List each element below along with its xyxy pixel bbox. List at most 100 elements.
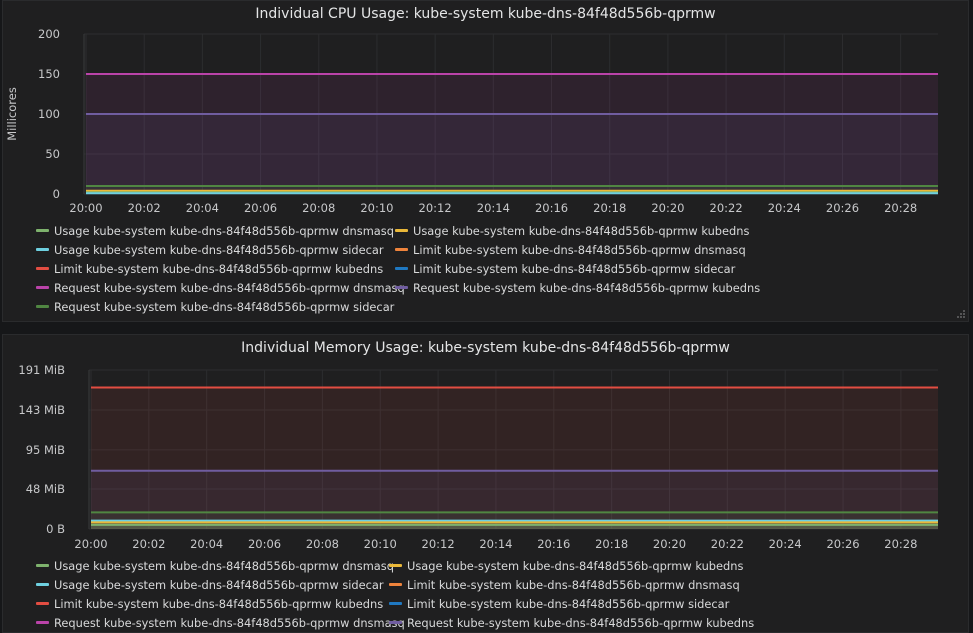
legend-label: Request kube-system kube-dns-84f48d556b-… — [407, 616, 755, 630]
legend-swatch — [36, 564, 49, 567]
x-tick-label: 20:20 — [651, 201, 684, 215]
x-tick-label: 20:06 — [248, 537, 281, 551]
legend-item[interactable]: Limit kube-system kube-dns-84f48d556b-qp… — [395, 241, 746, 260]
x-tick-label: 20:24 — [768, 201, 801, 215]
legend-swatch — [395, 229, 408, 232]
legend-swatch — [389, 621, 402, 624]
legend-label: Limit kube-system kube-dns-84f48d556b-qp… — [407, 597, 730, 611]
x-tick-label: 20:16 — [537, 537, 570, 551]
y-tick-label: 0 — [53, 187, 60, 201]
series-area-7 — [91, 470, 938, 529]
x-tick-label: 20:00 — [74, 537, 107, 551]
legend-item[interactable]: Limit kube-system kube-dns-84f48d556b-qp… — [395, 260, 735, 279]
cpu-panel-title[interactable]: Individual CPU Usage: kube-system kube-d… — [255, 6, 716, 22]
y-tick-label: 143 MiB — [18, 403, 65, 417]
legend-item[interactable]: Usage kube-system kube-dns-84f48d556b-qp… — [36, 241, 384, 260]
legend-item[interactable]: Request kube-system kube-dns-84f48d556b-… — [36, 614, 405, 632]
x-tick-label: 20:04 — [190, 537, 223, 551]
legend-item[interactable]: Limit kube-system kube-dns-84f48d556b-qp… — [36, 595, 383, 614]
legend-item[interactable]: Request kube-system kube-dns-84f48d556b-… — [395, 279, 760, 298]
legend-swatch — [36, 602, 49, 605]
y-tick-label: 150 — [38, 67, 60, 81]
resize-handle-icon[interactable] — [956, 309, 966, 319]
y-tick-label: 48 MiB — [26, 482, 65, 496]
legend-label: Usage kube-system kube-dns-84f48d556b-qp… — [54, 559, 394, 573]
x-tick-label: 20:18 — [595, 537, 628, 551]
legend-label: Limit kube-system kube-dns-84f48d556b-qp… — [54, 262, 384, 276]
x-tick-label: 20:04 — [186, 201, 219, 215]
series-area-4 — [91, 387, 938, 529]
legend-label: Request kube-system kube-dns-84f48d556b-… — [54, 281, 405, 295]
series-area-0 — [91, 524, 938, 529]
legend-swatch — [389, 602, 402, 605]
legend-swatch — [395, 267, 408, 270]
legend-item[interactable]: Usage kube-system kube-dns-84f48d556b-qp… — [36, 557, 394, 576]
x-tick-label: 20:00 — [69, 201, 102, 215]
y-tick-label: 50 — [45, 147, 60, 161]
legend-swatch — [36, 305, 49, 308]
legend-label: Usage kube-system kube-dns-84f48d556b-qp… — [54, 243, 384, 257]
legend-label: Request kube-system kube-dns-84f48d556b-… — [413, 281, 761, 295]
legend-item[interactable]: Usage kube-system kube-dns-84f48d556b-qp… — [395, 222, 749, 241]
x-tick-label: 20:18 — [593, 201, 626, 215]
legend-swatch — [389, 583, 402, 586]
x-tick-label: 20:02 — [128, 201, 161, 215]
legend-label: Limit kube-system kube-dns-84f48d556b-qp… — [413, 243, 746, 257]
cpu-chart-legend: Usage kube-system kube-dns-84f48d556b-qp… — [36, 222, 936, 317]
x-tick-label: 20:08 — [302, 201, 335, 215]
x-tick-label: 20:22 — [711, 537, 744, 551]
y-tick-label: 0 B — [46, 522, 65, 536]
x-tick-label: 20:12 — [422, 537, 455, 551]
x-tick-label: 20:26 — [826, 537, 859, 551]
legend-item[interactable]: Usage kube-system kube-dns-84f48d556b-qp… — [389, 557, 743, 576]
legend-label: Limit kube-system kube-dns-84f48d556b-qp… — [54, 597, 384, 611]
legend-item[interactable]: Request kube-system kube-dns-84f48d556b-… — [36, 298, 394, 317]
legend-item[interactable]: Usage kube-system kube-dns-84f48d556b-qp… — [36, 222, 394, 241]
x-tick-label: 20:20 — [653, 537, 686, 551]
x-tick-label: 20:08 — [306, 537, 339, 551]
legend-label: Usage kube-system kube-dns-84f48d556b-qp… — [54, 578, 384, 592]
legend-item[interactable]: Request kube-system kube-dns-84f48d556b-… — [36, 279, 405, 298]
legend-item[interactable]: Limit kube-system kube-dns-84f48d556b-qp… — [389, 595, 729, 614]
x-tick-label: 20:24 — [769, 537, 802, 551]
x-tick-label: 20:26 — [826, 201, 859, 215]
x-tick-label: 20:10 — [364, 537, 397, 551]
x-tick-label: 20:14 — [477, 201, 510, 215]
legend-label: Request kube-system kube-dns-84f48d556b-… — [54, 616, 405, 630]
x-tick-label: 20:10 — [360, 201, 393, 215]
legend-label: Usage kube-system kube-dns-84f48d556b-qp… — [54, 224, 394, 238]
legend-label: Usage kube-system kube-dns-84f48d556b-qp… — [413, 224, 750, 238]
legend-swatch — [36, 248, 49, 251]
x-tick-label: 20:28 — [884, 201, 917, 215]
memory-chart-legend: Usage kube-system kube-dns-84f48d556b-qp… — [36, 557, 936, 632]
memory-usage-chart: 0 B 48 MiB 95 MiB 143 MiB 191 MiB 20:00 20:02 2… — [18, 363, 938, 551]
series-area-7 — [86, 114, 938, 194]
x-tick-label: 20:02 — [132, 537, 165, 551]
legend-label: Limit kube-system kube-dns-84f48d556b-qp… — [407, 578, 740, 592]
legend-swatch — [389, 564, 402, 567]
legend-swatch — [36, 229, 49, 232]
cpu-usage-panel: Individual CPU Usage: kube-system kube-d… — [2, 0, 969, 322]
x-tick-label: 20:14 — [479, 537, 512, 551]
legend-label: Usage kube-system kube-dns-84f48d556b-qp… — [407, 559, 744, 573]
x-tick-label: 20:16 — [535, 201, 568, 215]
x-tick-label: 20:28 — [884, 537, 917, 551]
y-axis-title: Millicores — [5, 87, 19, 141]
legend-item[interactable]: Usage kube-system kube-dns-84f48d556b-qp… — [36, 576, 384, 595]
legend-swatch — [395, 286, 408, 289]
y-tick-label: 100 — [38, 107, 60, 121]
legend-label: Request kube-system kube-dns-84f48d556b-… — [54, 300, 395, 314]
y-tick-label: 191 MiB — [18, 363, 65, 377]
legend-item[interactable]: Limit kube-system kube-dns-84f48d556b-qp… — [389, 576, 740, 595]
legend-item[interactable]: Request kube-system kube-dns-84f48d556b-… — [389, 614, 755, 632]
legend-swatch — [36, 583, 49, 586]
memory-panel-title[interactable]: Individual Memory Usage: kube-system kub… — [241, 340, 730, 356]
series-area-6 — [86, 74, 938, 194]
cpu-usage-chart: 0 50 100 150 200 20:00 20:02 20:04 20:06 20:08 20:… — [5, 27, 938, 215]
x-tick-label: 20:12 — [419, 201, 452, 215]
legend-item[interactable]: Limit kube-system kube-dns-84f48d556b-qp… — [36, 260, 383, 279]
y-tick-label: 95 MiB — [26, 443, 65, 457]
y-tick-label: 200 — [38, 27, 60, 41]
memory-usage-panel: Individual Memory Usage: kube-system kub… — [2, 334, 969, 633]
legend-swatch — [36, 267, 49, 270]
